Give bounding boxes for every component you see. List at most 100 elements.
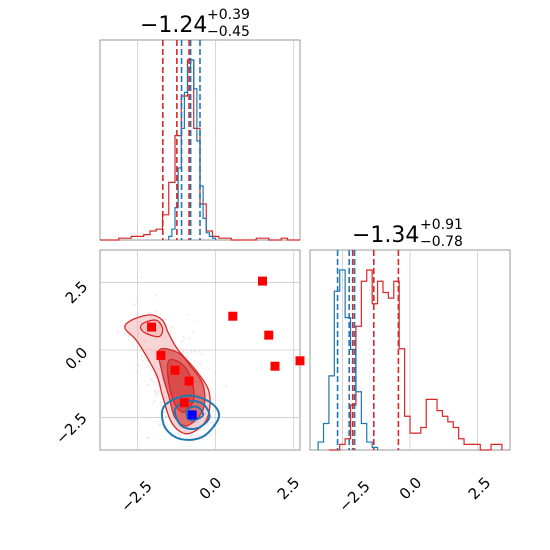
histogram-series (317, 269, 503, 451)
sample-point (149, 365, 151, 368)
sample-point (212, 423, 214, 425)
sample-point (116, 331, 119, 333)
blue-histogram-step (168, 59, 217, 240)
sample-point (135, 370, 138, 373)
y-tick-label-top: 2.5 (62, 278, 92, 308)
red-square-marker-0 (147, 322, 157, 332)
sample-point (212, 397, 215, 400)
sample-point (189, 445, 192, 448)
sample-point (212, 381, 214, 383)
sample-point (207, 367, 210, 370)
sample-point (188, 337, 191, 340)
sample-point (207, 423, 209, 426)
sample-point (150, 378, 153, 380)
sample-point (191, 433, 194, 435)
title-param-1-median: −1.24 (140, 13, 207, 38)
quantile-lines (162, 40, 201, 240)
sample-point (202, 467, 204, 469)
sample-point (158, 387, 160, 390)
sample-point (214, 449, 217, 450)
sample-point (201, 353, 203, 356)
sample-point (198, 435, 200, 437)
sample-point (146, 366, 149, 368)
sample-point (209, 421, 212, 424)
sample-point (224, 417, 226, 419)
sample-point (159, 404, 162, 406)
quantile-lines (336, 250, 400, 450)
x-tick-label-2d-mid: 0.0 (196, 474, 226, 504)
joint-density-panel (99, 249, 305, 469)
title-param-2-median: −1.34 (352, 223, 419, 248)
red-square-marker-5 (228, 311, 238, 321)
sample-point (141, 360, 144, 362)
sample-point (182, 336, 184, 339)
red-square-marker-2 (170, 365, 180, 375)
sample-point (164, 415, 167, 417)
red-square-marker-6 (258, 276, 267, 286)
sample-point (164, 318, 167, 321)
sample-point (152, 380, 155, 383)
y-tick-label-bottom: −2.5 (52, 409, 90, 447)
sample-point (153, 400, 156, 402)
sample-point (190, 434, 193, 437)
sample-point (140, 276, 143, 279)
sample-point (154, 391, 157, 394)
sample-point (128, 334, 131, 337)
red-square-marker-9 (295, 356, 305, 366)
sample-point (186, 355, 189, 357)
sample-point (187, 454, 189, 456)
title-param-2-upper-error: +0.91 (420, 217, 463, 233)
title-param-1-upper-error: +0.39 (207, 7, 250, 23)
blue-square-marker-0 (187, 410, 197, 420)
red-square-marker-7 (264, 330, 274, 340)
sample-point (198, 351, 201, 353)
sample-point (133, 303, 135, 306)
sample-point (158, 423, 161, 426)
marginal-histogram-param-2 (309, 249, 511, 451)
sample-point (150, 368, 153, 371)
sample-point (225, 385, 228, 387)
x-tick-label-hist-left: −2.5 (335, 477, 373, 515)
sample-point (159, 401, 162, 404)
sample-point (156, 393, 159, 395)
red-square-marker-1 (156, 350, 166, 360)
sample-point (171, 326, 173, 328)
sample-point (211, 420, 214, 423)
sample-point (135, 300, 137, 302)
sample-point (152, 403, 154, 406)
y-tick-label-mid: 0.0 (62, 344, 92, 374)
sample-point (179, 435, 181, 438)
sample-point (147, 436, 150, 439)
sample-point (212, 410, 214, 412)
grid-lines (137, 40, 295, 240)
blue-contour-level-2 (185, 405, 205, 422)
title-param-2-lower-error: −0.78 (420, 234, 463, 250)
sample-point (140, 354, 143, 357)
sample-point (199, 363, 202, 365)
sample-point (154, 395, 157, 397)
sample-point (146, 384, 149, 386)
blue-contour-level-0 (160, 394, 221, 441)
sample-point (202, 377, 205, 380)
sample-point (157, 391, 160, 393)
sample-point (194, 360, 196, 363)
sample-point (124, 333, 127, 335)
red-histogram-step (100, 59, 300, 241)
sample-point (203, 428, 206, 430)
sample-point (204, 348, 206, 351)
sample-point (182, 350, 185, 352)
sample-point (136, 356, 139, 358)
marginal-histogram-param-1 (99, 39, 301, 241)
title-param-1-lower-error: −0.45 (207, 24, 250, 40)
x-tick-label-hist-right: 2.5 (465, 474, 495, 504)
sample-point (193, 350, 196, 353)
sample-point (193, 320, 196, 323)
sample-point (153, 374, 156, 376)
sample-point (137, 364, 140, 367)
sample-point (169, 332, 171, 334)
sample-point (199, 434, 202, 436)
sample-point (180, 341, 183, 344)
red-square-marker-8 (270, 361, 280, 371)
blue-histogram-step (317, 269, 379, 450)
